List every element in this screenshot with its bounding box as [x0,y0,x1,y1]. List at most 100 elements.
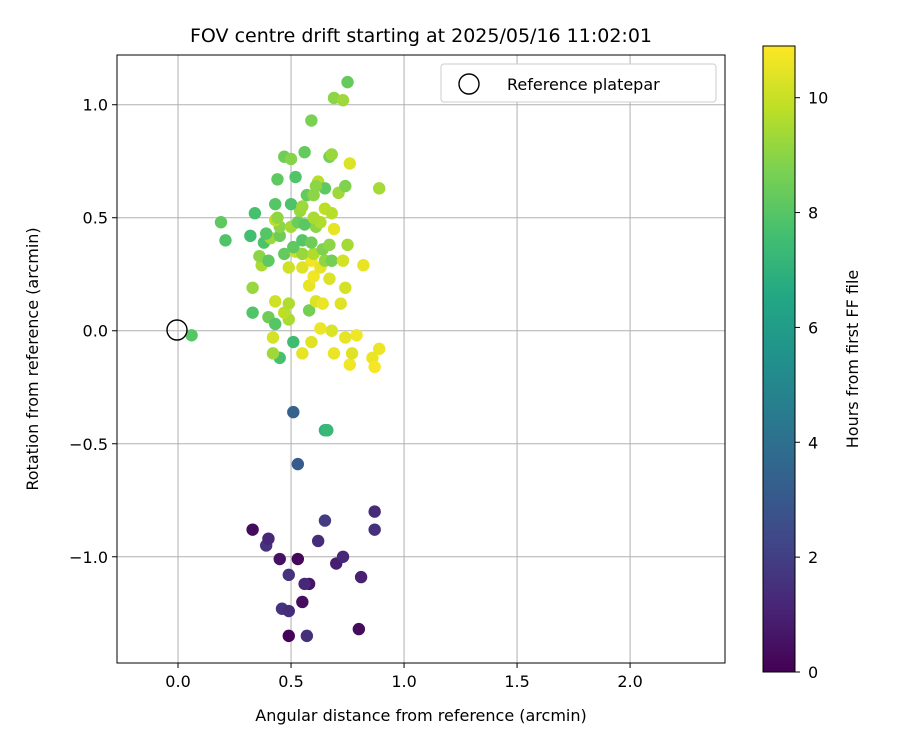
reference-platepar-marker [166,319,188,341]
data-point [302,304,316,317]
data-point [354,570,368,584]
data-point [269,295,282,308]
data-point [185,329,198,342]
data-point [307,211,320,224]
data-point [244,229,257,243]
data-point [269,197,282,211]
data-point [352,622,366,636]
data-point [271,173,284,186]
data-point [309,179,323,193]
data-point [336,550,350,563]
data-point [325,254,338,267]
data-point [343,157,357,170]
data-point [287,335,300,349]
data-point [325,324,338,337]
data-point [298,145,311,159]
data-point [325,207,338,220]
data-point [307,270,320,283]
data-point [287,240,300,254]
data-point [339,179,352,193]
data-point [214,216,228,229]
data-point [273,229,286,243]
data-point [325,148,338,161]
data-point [311,534,325,548]
data-point [343,358,357,371]
data-point [305,236,318,249]
colorbar-gradient [762,45,796,673]
data-point [341,75,354,89]
data-point [266,331,280,344]
data-point [368,360,381,374]
data-point [282,629,295,643]
data-point [323,238,336,252]
y-tick-label: −0.5 [69,435,108,454]
data-points [185,75,386,643]
x-axis-label: Angular distance from reference (arcmin) [255,706,586,725]
data-point [219,234,232,247]
colorbar: 0 2 4 6 8 10 Hours from first FF file [762,45,862,682]
y-tick-label: 1.0 [83,96,108,115]
data-point [291,457,305,471]
data-point [246,281,259,295]
data-point [271,211,284,224]
data-point [339,281,352,295]
data-point [298,218,311,231]
data-point [339,331,352,344]
y-tick-label: −1.0 [69,548,108,567]
data-point [372,182,386,195]
data-point [345,347,359,360]
data-point [296,247,309,261]
data-point [296,261,309,274]
x-tick-label: 0.5 [278,672,303,691]
data-point [259,227,273,240]
data-point [282,261,295,274]
data-point [327,347,341,360]
data-point [289,170,302,184]
data-point [305,335,318,349]
data-point [296,595,309,609]
y-axis-label: Rotation from reference (arcmin) [23,227,42,490]
colorbar-tick-label: 8 [808,204,818,223]
data-point [323,272,336,285]
data-point [321,423,334,437]
data-point [269,317,282,331]
data-point [291,552,305,566]
plot-frame [116,54,726,664]
colorbar-ticks: 0 2 4 6 8 10 [795,89,828,682]
colorbar-tick-label: 0 [808,663,818,682]
colorbar-tick-label: 6 [808,318,818,337]
data-point [357,259,370,272]
data-point [273,552,286,566]
data-point [296,347,309,360]
x-tick-label: 1.0 [391,672,416,691]
data-point [298,577,311,591]
data-point [318,514,332,527]
data-point [246,523,259,536]
colorbar-tick-label: 4 [808,433,818,452]
data-point [266,347,280,360]
data-point [316,297,329,310]
data-point [287,405,300,419]
legend-label: Reference platepar [507,75,660,94]
data-point [341,238,354,252]
data-point [284,152,298,166]
x-axis-ticks: 0.0 0.5 1.0 1.5 2.0 [165,663,643,691]
data-point [282,568,295,582]
data-point [282,297,295,310]
data-point [262,254,275,267]
data-point [368,505,381,518]
legend: Reference platepar [440,63,717,103]
data-point [350,329,363,342]
data-point [282,604,295,618]
data-point [262,532,275,545]
grid [117,55,725,663]
x-tick-label: 0.0 [165,672,190,691]
colorbar-tick-label: 2 [808,548,818,567]
data-point [372,342,386,356]
data-point [336,254,350,267]
data-point [327,222,341,236]
chart-title: FOV centre drift starting at 2025/05/16 … [190,25,652,47]
data-point [368,523,381,536]
data-point [336,94,350,107]
